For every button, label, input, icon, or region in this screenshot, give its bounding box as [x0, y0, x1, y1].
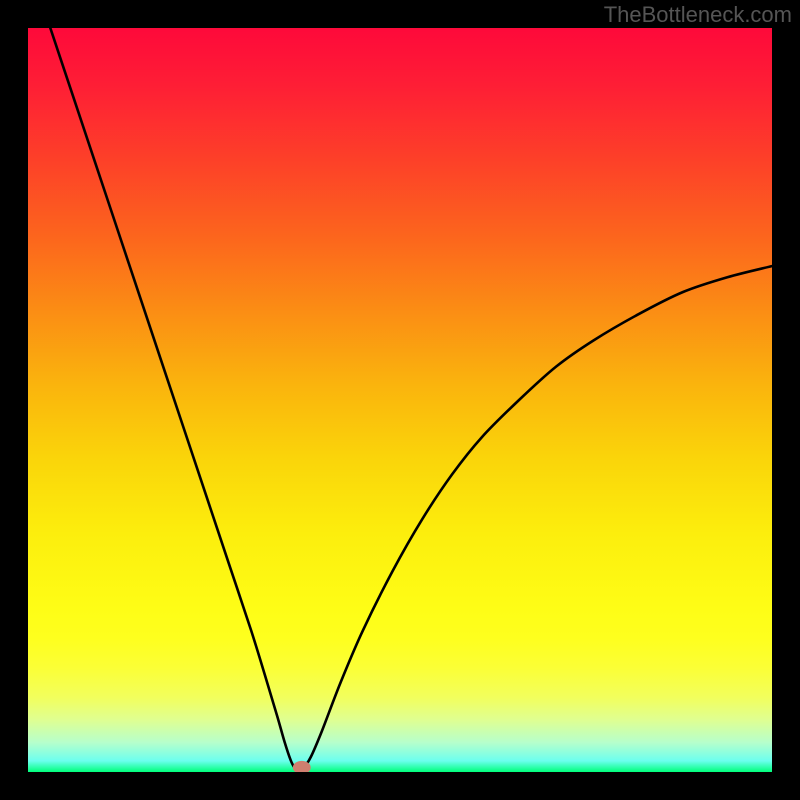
plot-area: [28, 28, 772, 772]
bottleneck-chart-svg: [28, 28, 772, 772]
watermark-text: TheBottleneck.com: [604, 2, 792, 28]
chart-container: { "watermark": { "text": "TheBottleneck.…: [0, 0, 800, 800]
gradient-background: [28, 28, 772, 772]
